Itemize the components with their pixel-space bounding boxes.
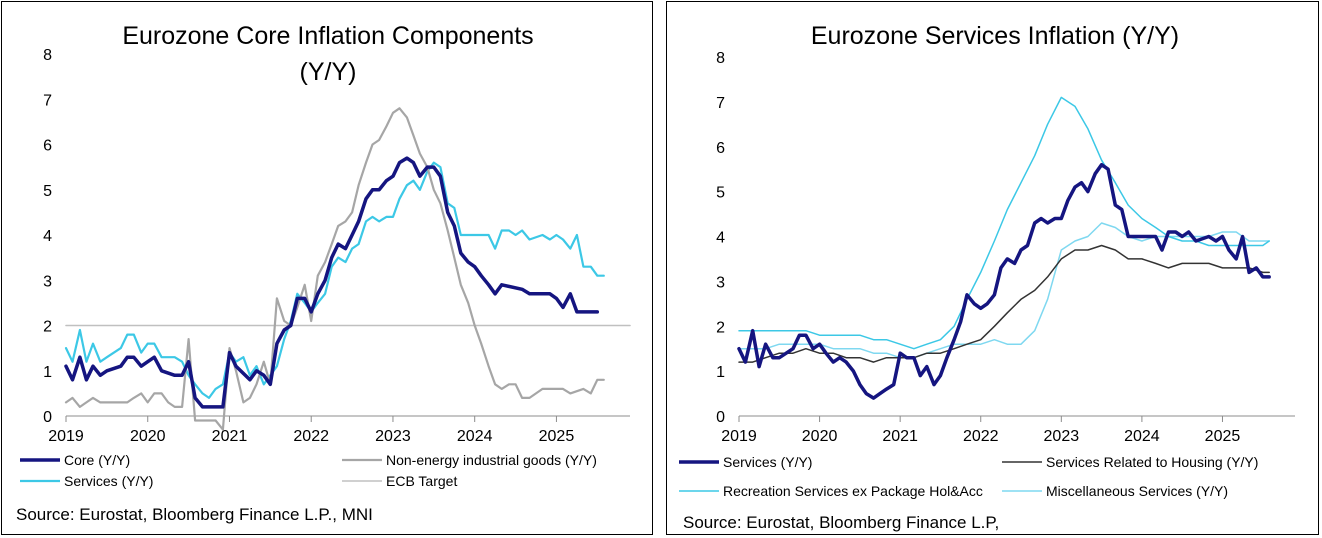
series-line-core-y-y (64, 156, 600, 409)
legend-label: Services (Y/Y) (723, 454, 812, 470)
x-tick-label: 2020 (802, 428, 838, 445)
chart-title-line-1: Eurozone Core Inflation Components (122, 22, 533, 50)
legend-label: Services Related to Housing (Y/Y) (1046, 454, 1258, 470)
source-note: Source: Eurostat, Bloomberg Finance L.P.… (16, 505, 373, 524)
y-tick-label: 3 (43, 273, 52, 290)
x-tick-label: 2022 (963, 428, 999, 445)
legend-label: Recreation Services ex Package Hol&Acc (723, 483, 983, 499)
y-tick-label: 6 (716, 140, 725, 157)
x-tick-label: 2024 (1124, 428, 1160, 445)
series-line-miscellaneous-services-y-y (738, 222, 1270, 359)
y-tick-label: 1 (43, 364, 52, 381)
x-tick-label: 2022 (293, 428, 329, 445)
core-components-chart: Eurozone Core Inflation Components (Y/Y)… (16, 22, 631, 524)
x-tick-label: 2019 (721, 428, 757, 445)
y-tick-label: 1 (716, 364, 725, 381)
chart-panel-services: Eurozone Services Inflation (Y/Y) 0 1 2 3 4 5… (666, 1, 1319, 535)
legend-label: Non-energy industrial goods (Y/Y) (386, 452, 597, 468)
x-tick-label: 2024 (457, 428, 493, 445)
series-line-non-energy-industrial-goods-y-y (64, 107, 605, 431)
series-line-services-y-y (64, 161, 605, 399)
x-tick-label: 2021 (212, 428, 248, 445)
chart-panel-core-components: Eurozone Core Inflation Components (Y/Y)… (1, 1, 653, 535)
y-tick-label: 3 (716, 274, 725, 291)
y-tick-label: 2 (43, 319, 52, 336)
source-note: Source: Eurostat, Bloomberg Finance L.P, (683, 513, 999, 532)
x-tick-label: 2023 (1044, 428, 1080, 445)
x-tick-label: 2025 (539, 428, 575, 445)
legend-label: Miscellaneous Services (Y/Y) (1046, 483, 1228, 499)
legend-label: ECB Target (386, 473, 457, 489)
series-line-services-related-to-housing-y-y (738, 244, 1270, 363)
x-tick-label: 2019 (48, 428, 84, 445)
x-tick-label: 2023 (375, 428, 411, 445)
y-tick-label: 4 (716, 230, 725, 247)
y-tick-label: 0 (716, 409, 725, 426)
chart-title-line-2: (Y/Y) (300, 58, 357, 86)
y-tick-label: 4 (43, 228, 52, 245)
x-tick-label: 2021 (882, 428, 918, 445)
y-tick-label: 8 (43, 47, 52, 64)
series-line-recreation-services-ex-package-hol-acc (738, 96, 1270, 350)
x-tick-label: 2020 (130, 428, 166, 445)
chart-title: Eurozone Services Inflation (Y/Y) (811, 22, 1179, 50)
y-tick-label: 6 (43, 138, 52, 155)
x-tick-label: 2025 (1205, 428, 1241, 445)
y-tick-label: 0 (43, 409, 52, 426)
legend-label: Services (Y/Y) (64, 473, 153, 489)
legend-label: Core (Y/Y) (64, 452, 130, 468)
y-tick-label: 5 (716, 185, 725, 202)
y-tick-label: 8 (716, 50, 725, 67)
y-tick-label: 5 (43, 183, 52, 200)
series-line-services-y-y (737, 162, 1271, 400)
y-tick-label: 7 (716, 95, 725, 112)
services-inflation-chart: Eurozone Services Inflation (Y/Y) 0 1 2 3 4 5… (679, 22, 1295, 532)
y-tick-label: 7 (43, 92, 52, 109)
y-tick-label: 2 (716, 319, 725, 336)
